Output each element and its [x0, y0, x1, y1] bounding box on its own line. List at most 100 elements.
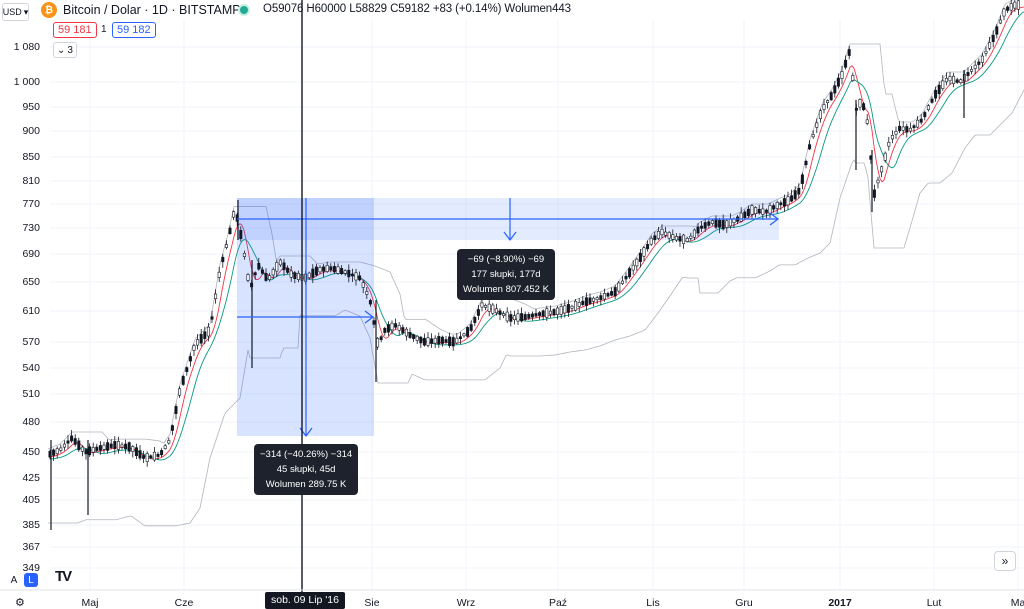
candle-body [566, 304, 570, 313]
candle-body [584, 297, 588, 306]
candle-body [347, 269, 351, 278]
price-axis-label: 690 [22, 248, 40, 260]
candle-body [865, 119, 869, 124]
price-axis-label: 730 [22, 222, 40, 234]
candle-body [887, 141, 891, 147]
candle-body [95, 446, 99, 451]
candle-body [746, 208, 750, 216]
ma-fast-line [49, 6, 1024, 460]
arrow-head [503, 231, 517, 241]
sell-price-button[interactable]: 59 181 [53, 22, 97, 38]
candle-body [570, 305, 574, 309]
candle-body [419, 336, 423, 344]
market-status-icon[interactable] [240, 6, 248, 14]
candle-body [473, 317, 477, 323]
candle-body [368, 300, 372, 305]
candle-body [271, 269, 275, 276]
candle-body [696, 226, 700, 234]
auto-scale-button[interactable]: A [10, 574, 18, 586]
candle-body [710, 220, 714, 224]
candle-body [682, 234, 686, 244]
time-axis-label: Maj [81, 597, 99, 609]
candle-body [98, 445, 102, 451]
candle-body [876, 179, 880, 184]
candle-body [113, 441, 117, 450]
candle-body [667, 232, 671, 239]
measure-change: −69 (−8.90%) −69 [467, 254, 545, 265]
candle-body [1006, 6, 1010, 11]
candle-body [293, 272, 297, 279]
channel-upper-line [47, 0, 1014, 450]
candle-body [833, 85, 837, 94]
candle-body [264, 273, 268, 281]
measure-volume: Wolumen 289.75 K [265, 479, 347, 490]
candle-body [595, 297, 599, 301]
candle-body [714, 218, 718, 228]
candle-body [77, 440, 81, 451]
candle-body [656, 231, 660, 239]
candle-body [606, 293, 610, 297]
tradingview-logo[interactable]: TV [55, 568, 72, 585]
arrow-head [769, 212, 779, 226]
candle-body [444, 339, 448, 343]
indicators-collapse-button[interactable]: ⌄ 3 [53, 42, 77, 58]
candle-body [336, 266, 340, 274]
price-axis-label: 510 [22, 388, 40, 400]
price-axis-label: 610 [22, 305, 40, 317]
candle-body [790, 195, 794, 202]
candle-body [426, 337, 430, 346]
candle-body [138, 450, 142, 459]
candle-body [649, 237, 653, 245]
gear-icon[interactable]: ⚙ [15, 597, 25, 609]
candle-body [772, 205, 776, 210]
price-axis-label: 650 [22, 276, 40, 288]
log-scale-button[interactable]: L [24, 573, 38, 587]
candle-body [779, 202, 783, 206]
candle-body [239, 230, 243, 239]
candle-body [862, 103, 866, 111]
symbol-title[interactable]: Bitcoin / Dolar · 1D · BITSTAMP [63, 3, 241, 17]
candle-body [116, 441, 120, 450]
candle-body [743, 211, 747, 218]
candle-body [588, 297, 592, 304]
candle-body [721, 219, 725, 230]
double-chevron-right-icon[interactable]: » [994, 551, 1016, 571]
candle-body [246, 274, 250, 281]
candle-body [253, 272, 257, 276]
candle-body [660, 228, 664, 236]
candle-body [145, 453, 149, 462]
currency-selector[interactable]: USD ▾ [2, 3, 29, 21]
candle-body [872, 189, 876, 198]
price-axis-label: 367 [22, 541, 40, 553]
candle-body [343, 270, 347, 274]
candle-body [797, 187, 801, 195]
candle-body [448, 336, 452, 347]
candle-body [635, 258, 639, 267]
candle-body [916, 119, 920, 128]
measure-tooltip: −314 (−40.26%) −314 45 słupki, 45d Wolum… [254, 444, 359, 495]
candle-body [59, 447, 63, 451]
candle-body [260, 269, 264, 274]
candle-body [232, 211, 236, 218]
candle-body [836, 77, 840, 87]
candle-body [930, 98, 934, 103]
candle-body [898, 125, 902, 132]
candle-body [685, 237, 689, 242]
candle-body [530, 313, 534, 318]
candle-body [804, 160, 808, 166]
candle-body [55, 448, 59, 454]
candle-body [199, 334, 203, 344]
candle-body [325, 265, 329, 272]
candle-body [487, 303, 491, 312]
candle-body [221, 256, 225, 263]
candle-body [638, 252, 642, 262]
candle-body [653, 235, 657, 241]
bitcoin-icon: ₿ [41, 2, 57, 18]
candle-body [228, 227, 232, 235]
candle-body [120, 444, 124, 448]
candle-body [966, 72, 970, 76]
buy-price-button[interactable]: 59 182 [112, 22, 156, 38]
time-axis-label: Lut [926, 597, 942, 609]
candle-body [131, 446, 135, 452]
